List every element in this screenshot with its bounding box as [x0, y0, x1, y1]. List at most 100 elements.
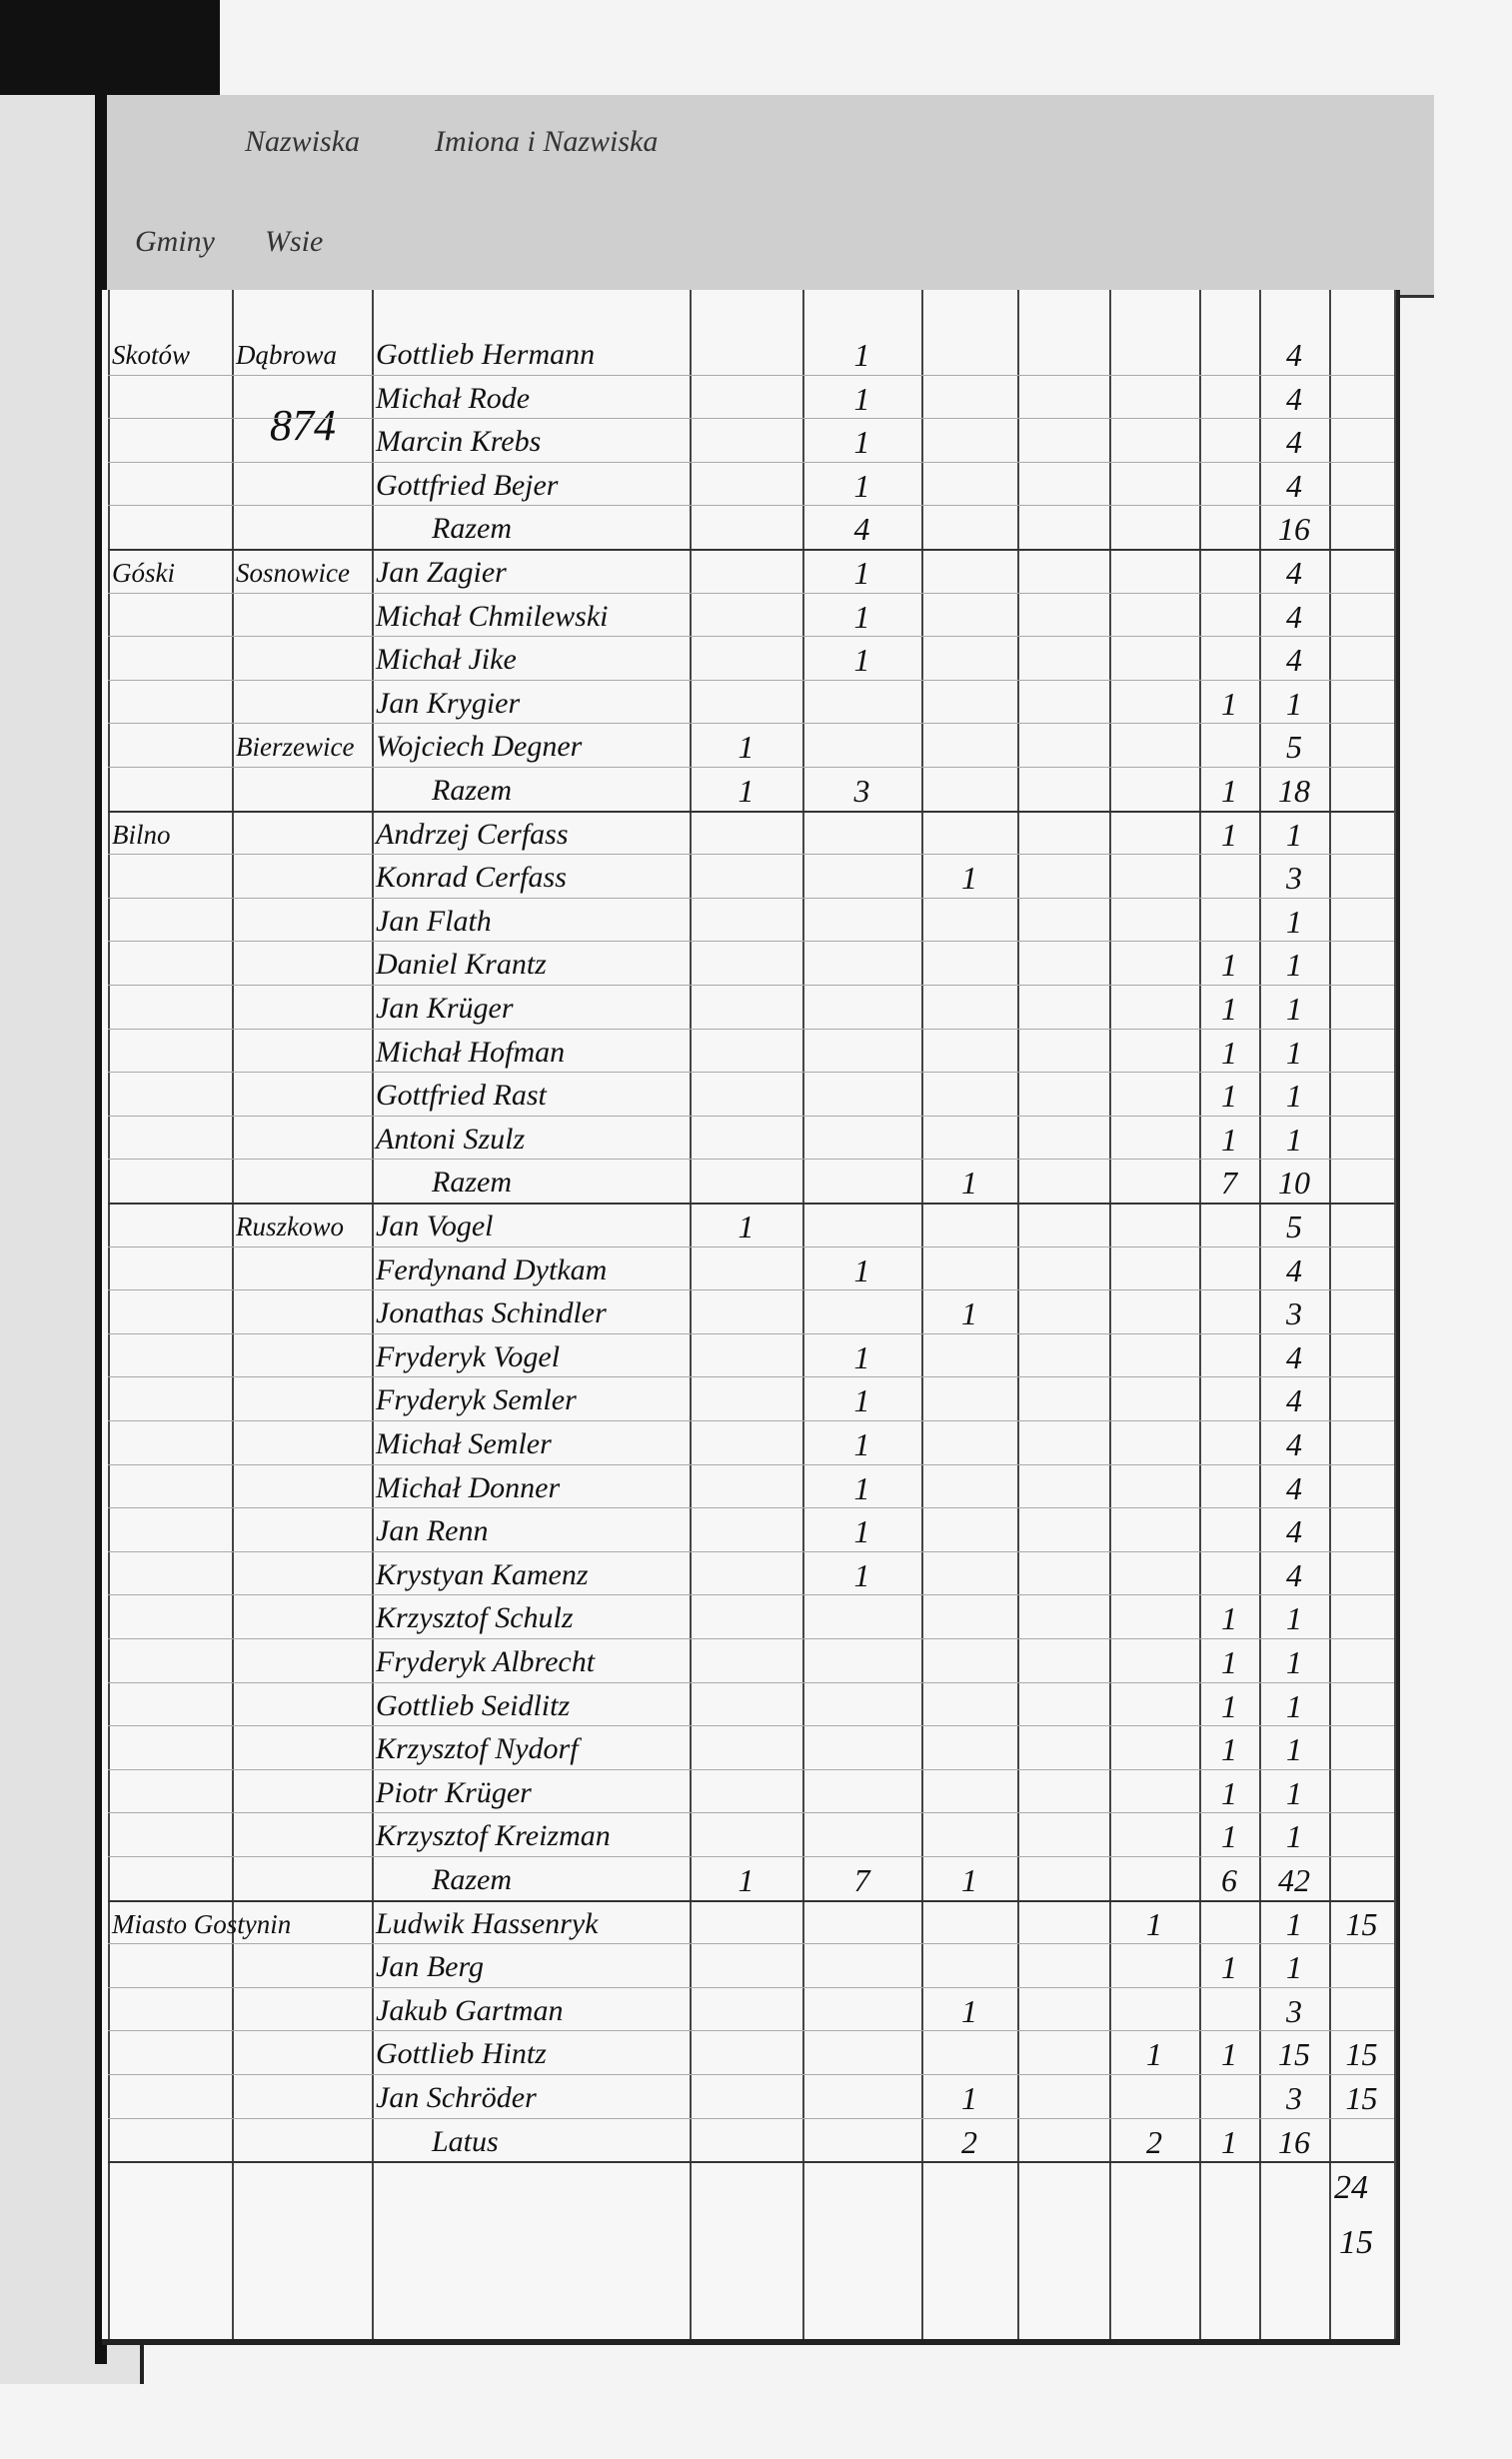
row-rule	[108, 1725, 1394, 1727]
person-name: Jan Berg	[376, 1950, 485, 1984]
count: 1	[1146, 1905, 1162, 1942]
row-rule	[108, 2074, 1394, 2075]
person-name: Jan Krygier	[376, 686, 521, 720]
column-rule	[372, 290, 374, 2339]
count: 3	[1286, 2080, 1302, 2116]
person-name: Wojciech Degner	[376, 730, 583, 764]
person-name: Razem	[432, 1166, 512, 1200]
total-rule	[108, 2161, 1394, 2164]
count: 1	[853, 598, 870, 635]
corner-note: 15	[1339, 2224, 1373, 2261]
row-rule	[108, 1159, 1394, 1161]
count: 1	[1286, 1949, 1302, 1986]
count: 3	[1286, 1295, 1302, 1332]
count: 1	[1286, 1818, 1302, 1855]
count: 1	[961, 1992, 977, 2029]
count: 4	[1286, 642, 1302, 679]
count: 1	[1286, 1121, 1302, 1158]
count: 4	[1286, 1426, 1302, 1462]
count: 1	[853, 642, 870, 679]
dark-edge	[0, 0, 220, 100]
column-rule	[1259, 290, 1261, 2339]
person-name: Razem	[432, 1863, 512, 1896]
corner-note: 24	[1334, 2169, 1368, 2206]
person-name: Ludwik Hassenryk	[376, 1906, 599, 1940]
person-name: Michał Hofman	[376, 1035, 566, 1069]
count: 1	[1286, 1905, 1302, 1942]
count: 1	[1221, 1774, 1237, 1811]
count: 1	[1221, 1818, 1237, 1855]
row-rule	[108, 1332, 1394, 1334]
count: 1	[1221, 816, 1237, 853]
count: 1	[1286, 1731, 1302, 1768]
total-rule	[108, 1899, 1394, 1902]
total-rule	[108, 1203, 1394, 1205]
count: 1	[853, 1338, 870, 1375]
count: 5	[1286, 1209, 1302, 1244]
count: 1	[853, 424, 870, 461]
count: 1	[1221, 991, 1237, 1027]
count: 4	[1286, 1251, 1302, 1288]
row-rule	[108, 461, 1394, 463]
person-name: Gottlieb Hintz	[376, 2037, 547, 2071]
row-rule	[108, 1463, 1394, 1465]
count: 1	[853, 1469, 870, 1506]
row-rule	[108, 767, 1394, 768]
row-rule	[108, 1638, 1394, 1639]
count: 1	[1221, 1078, 1237, 1115]
person-name: Krzysztof Kreizman	[376, 1819, 611, 1853]
row-rule	[108, 1550, 1394, 1552]
count: 1	[853, 1251, 870, 1288]
count: 1	[853, 380, 870, 417]
count: 1	[1286, 816, 1302, 853]
place-name: Ruszkowo	[236, 1212, 344, 1241]
row-rule	[108, 1420, 1394, 1421]
column-rule	[690, 290, 692, 2339]
count: 1	[1286, 1034, 1302, 1071]
person-name: Piotr Krüger	[376, 1775, 532, 1809]
count: 2	[961, 2123, 977, 2160]
count: 10	[1278, 1165, 1310, 1202]
count: 1	[961, 1862, 977, 1898]
count: 4	[1286, 598, 1302, 635]
column-rule	[232, 290, 234, 2339]
count: 16	[1278, 511, 1310, 548]
place-name: Góski	[112, 558, 175, 588]
row-rule	[108, 1768, 1394, 1770]
count: 1	[1221, 773, 1237, 809]
person-name: Andrzej Cerfass	[376, 817, 569, 851]
column-rule	[1109, 290, 1111, 2339]
row-rule	[108, 1507, 1394, 1509]
person-name: Antoni Szulz	[376, 1122, 526, 1156]
count: 1	[1286, 1078, 1302, 1115]
total-rule	[108, 810, 1394, 813]
person-name: Michał Jike	[376, 643, 517, 677]
row-rule	[108, 1594, 1394, 1596]
row-rule	[108, 985, 1394, 986]
person-name: Jan Zagier	[376, 556, 507, 589]
person-name: Michał Chmilewski	[376, 599, 609, 633]
person-name: Gottlieb Seidlitz	[376, 1688, 571, 1722]
header-band: Nazwiska Gminy Wsie Imiona i Nazwiska	[105, 95, 1434, 298]
person-name: Latus	[432, 2124, 499, 2158]
count: 1	[1286, 685, 1302, 722]
header-label: Gminy	[135, 225, 215, 258]
place-name: Bierzewice	[236, 732, 355, 763]
count: 15	[1278, 2036, 1310, 2073]
count: 1	[738, 1862, 755, 1898]
count: 4	[1286, 380, 1302, 417]
person-name: Gottfried Bejer	[376, 468, 559, 502]
row-rule	[108, 505, 1394, 507]
count: 4	[1286, 1469, 1302, 1506]
row-rule	[108, 1812, 1394, 1814]
count: 16	[1278, 2123, 1310, 2160]
header-label: Wsie	[265, 225, 324, 258]
count: 1	[961, 860, 977, 897]
person-name: Marcin Krebs	[376, 425, 542, 459]
row-rule	[108, 941, 1394, 943]
folio-number: 874	[270, 401, 336, 450]
row-rule	[108, 854, 1394, 856]
person-name: Ferdynand Dytkam	[376, 1252, 608, 1286]
row-rule	[108, 1289, 1394, 1291]
column-rule	[108, 290, 110, 2339]
